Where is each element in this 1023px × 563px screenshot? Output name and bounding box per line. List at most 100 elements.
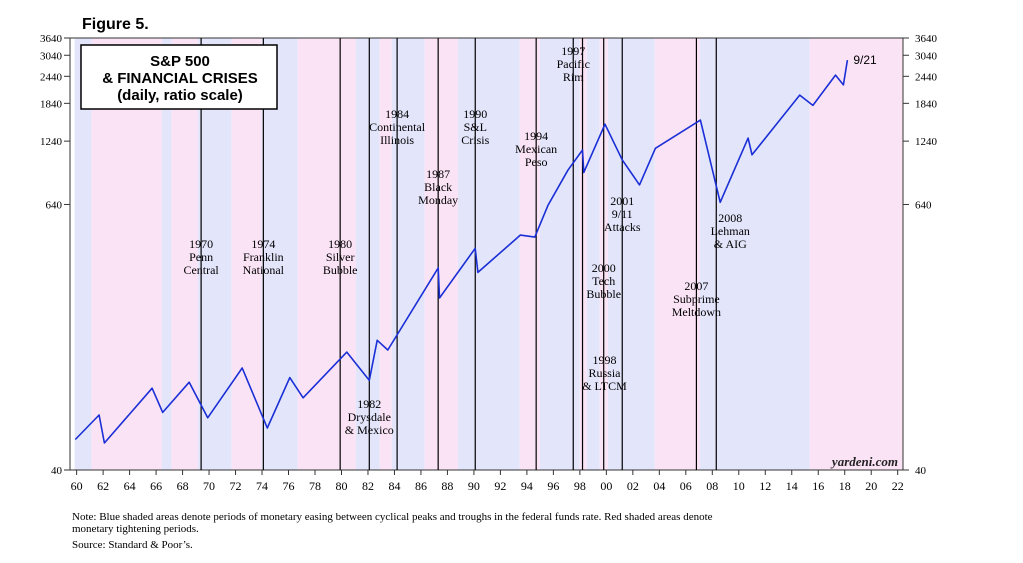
shaded-period [424,38,458,470]
x-tick-label: 98 [574,479,586,493]
y-tick-label-right: 3040 [915,50,938,62]
chart-title: (daily, ratio scale) [117,87,243,104]
x-tick-label: 04 [653,479,665,493]
event-label: Continental [369,120,426,134]
event-label: & Mexico [345,423,394,437]
event-label: 1974 [251,237,275,251]
y-tick-label: 40 [51,465,63,477]
y-tick-label: 3040 [40,50,63,62]
event-label: 1984 [385,107,409,121]
figure-label: Figure 5. [82,16,149,33]
note: monetary tightening periods. [72,523,199,535]
event-label: Mexican [515,142,557,156]
x-tick-label: 84 [388,479,400,493]
x-tick-label: 14 [786,479,798,493]
x-tick-label: 76 [283,479,295,493]
y-tick-label-right: 40 [915,465,927,477]
shaded-period [519,38,540,470]
event-label: National [243,263,285,277]
event-label: 1997 [561,44,585,58]
event-label: Peso [525,155,548,169]
watermark: yardeni.com [830,454,898,469]
event-label: & LTCM [582,379,627,393]
shaded-period [197,38,232,470]
x-tick-label: 68 [177,479,189,493]
event-label: Russia [589,366,622,380]
event-label: 9/11 [612,207,633,221]
event-label: Tech [592,274,615,288]
shaded-period [699,38,810,470]
event-label: Drysdale [348,410,391,424]
shaded-period [74,38,92,470]
x-tick-label: 92 [494,479,506,493]
y-tick-label: 1840 [40,98,63,110]
shaded-period [809,38,903,470]
y-tick-label-right: 1240 [915,136,938,148]
x-tick-label: 64 [124,479,136,493]
shaded-period [654,38,700,470]
shaded-period [91,38,162,470]
event-label: Illinois [380,133,414,147]
shaded-period [607,38,655,470]
y-tick-label: 640 [46,199,63,211]
event-label: 2000 [592,261,616,275]
plot-frame [69,37,904,471]
shaded-period [457,38,520,470]
event-label: Penn [189,250,213,264]
event-label: Central [183,263,219,277]
event-label: Pacific [557,57,590,71]
event-label: 1994 [524,129,548,143]
y-tick-label: 1240 [40,136,63,148]
shaded-period [579,38,587,470]
plot-layer [64,37,909,475]
event-label: 1990 [463,107,487,121]
x-tick-label: 90 [468,479,480,493]
x-tick-label: 86 [415,479,427,493]
y-tick-label-right: 3640 [915,33,938,45]
event-label: & AIG [714,237,747,251]
shaded-period [297,38,356,470]
event-label: Silver [326,250,355,264]
x-tick-label: 18 [839,479,851,493]
y-tick-label: 2440 [40,71,63,83]
event-label: Bubble [586,287,621,301]
note: Note: Blue shaded areas denote periods o… [72,511,713,523]
event-label: 1980 [328,237,352,251]
x-tick-label: 96 [547,479,559,493]
x-tick-label: 80 [335,479,347,493]
chart-title: & FINANCIAL CRISES [102,70,258,87]
shaded-period [231,38,262,470]
x-tick-label: 88 [441,479,453,493]
title-box [80,44,278,110]
x-tick-label: 10 [733,479,745,493]
event-label: Rim [563,70,584,84]
x-tick-label: 00 [600,479,612,493]
event-label: 2007 [684,279,708,293]
x-tick-label: 22 [892,479,904,493]
y-tick-label: 3640 [40,33,63,45]
x-tick-label: 82 [362,479,374,493]
x-tick-label: 08 [706,479,718,493]
shaded-period [379,38,392,470]
shaded-period [355,38,380,470]
event-label: 2001 [610,194,634,208]
x-tick-label: 60 [71,479,83,493]
x-tick-label: 70 [203,479,215,493]
y-tick-label-right: 2440 [915,71,938,83]
event-label: Monday [418,193,458,207]
event-label: Lehman [711,224,750,238]
x-tick-label: 02 [627,479,639,493]
event-label: 1982 [357,397,381,411]
x-tick-label: 78 [309,479,321,493]
shaded-period [261,38,298,470]
event-label: S&L [464,120,487,134]
x-tick-label: 72 [230,479,242,493]
label-layer: 40 40 640 640 1240 1240 1840 1840 2440 2440 3040 30… [40,33,938,551]
end-label: 9/21 [853,53,877,67]
event-label: Attacks [604,220,641,234]
event-label: Black [424,180,452,194]
x-tick-label: 74 [256,479,268,493]
y-tick-label-right: 1840 [915,98,938,110]
event-label: Franklin [243,250,284,264]
